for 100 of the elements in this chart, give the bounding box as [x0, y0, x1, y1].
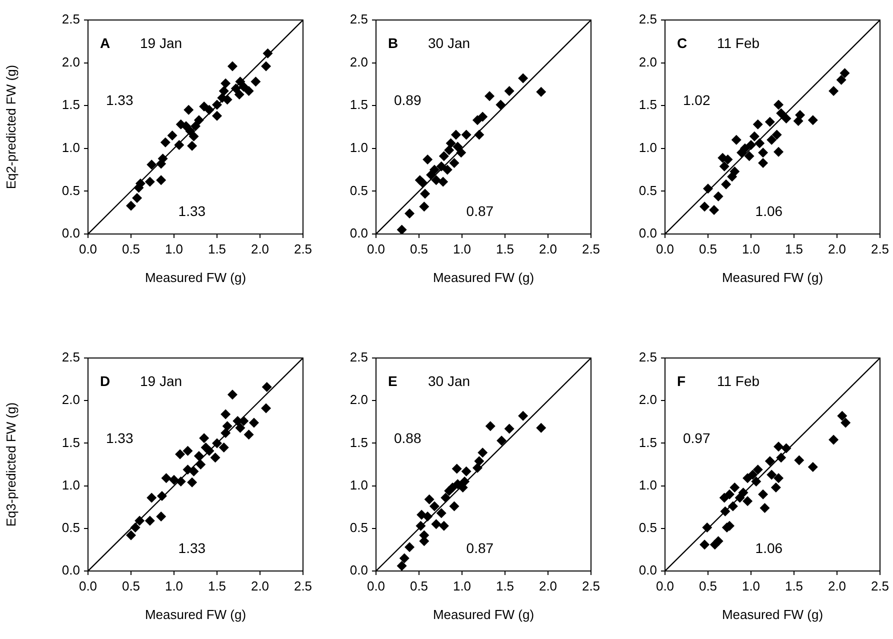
point [220, 409, 231, 420]
text: 11 Feb [717, 34, 760, 51]
y-tick-label: 0.5 [638, 182, 657, 198]
point [740, 143, 750, 154]
point [181, 121, 192, 132]
x-axis-title: Measured FW (g) [432, 270, 534, 285]
point [719, 161, 730, 172]
y-tick-label: 0.0 [62, 562, 80, 578]
point [758, 158, 768, 168]
x-tick-label: 2.5 [870, 241, 890, 256]
point [478, 112, 488, 122]
x-tick-label: 1.5 [208, 241, 226, 256]
point [748, 470, 758, 480]
point [764, 456, 775, 466]
point [721, 179, 732, 190]
y-tick-label: 2.5 [638, 12, 657, 27]
point [230, 83, 241, 94]
point [184, 104, 194, 115]
point [774, 100, 784, 110]
point [210, 452, 220, 463]
point [144, 516, 155, 526]
point [776, 452, 786, 463]
point [828, 86, 839, 96]
x-axis-title: Measured FW (g) [144, 270, 246, 285]
annotation: 0.87 [466, 540, 494, 556]
point [808, 462, 818, 472]
point [220, 428, 231, 438]
y-tick-label: 1.0 [350, 140, 368, 155]
point [749, 131, 760, 142]
y-tick-label: 2.0 [638, 392, 657, 408]
point [399, 553, 410, 564]
y-tick-label: 0.0 [638, 562, 657, 578]
x-axis-title: Measured FW (g) [144, 606, 246, 622]
point [751, 476, 762, 487]
point [156, 511, 166, 522]
point [404, 542, 415, 552]
point [250, 76, 261, 87]
point [261, 61, 272, 72]
x-tick-label: 1.5 [784, 578, 804, 594]
point [204, 104, 214, 115]
y-tick-label: 2.0 [638, 54, 657, 70]
point [134, 516, 145, 526]
point [396, 560, 407, 571]
x-tick-label: 1.0 [742, 241, 760, 256]
point [438, 520, 449, 531]
point [174, 140, 184, 150]
point [156, 491, 167, 502]
point [840, 418, 851, 428]
point [438, 176, 448, 187]
point [742, 473, 753, 484]
text: 19 Jan [140, 372, 182, 389]
text: 30 Jan [428, 34, 470, 51]
point [774, 442, 784, 452]
annotation: 1.33 [106, 92, 134, 108]
y-tick-label: 2.0 [62, 392, 80, 408]
point [752, 119, 763, 130]
y-tick-label: 0.0 [350, 226, 368, 241]
y-tick-label: 2.5 [638, 350, 657, 365]
point [417, 178, 428, 188]
point [746, 140, 756, 150]
point [836, 74, 846, 85]
x-tick-label: 0.0 [366, 241, 386, 256]
point [218, 86, 229, 96]
point [422, 511, 433, 522]
point [436, 508, 446, 518]
point [261, 403, 272, 414]
point [199, 433, 210, 444]
x-tick-label: 2.0 [250, 578, 270, 594]
point [220, 78, 231, 88]
point [436, 161, 446, 172]
point [758, 489, 768, 500]
point [754, 138, 765, 148]
y-tick-label: 0.0 [350, 562, 368, 578]
point [438, 151, 449, 162]
point [442, 164, 452, 175]
x-tick-label: 2.0 [828, 241, 846, 256]
point [744, 151, 754, 162]
point [720, 506, 730, 516]
point [194, 115, 204, 126]
point [700, 202, 710, 212]
point [485, 421, 496, 432]
x-tick-label: 1.5 [208, 578, 226, 594]
point [496, 100, 506, 110]
point [742, 496, 753, 506]
point [703, 184, 713, 194]
annotation: 1.33 [178, 202, 206, 219]
text: A [100, 34, 110, 51]
point [222, 421, 232, 432]
point [194, 450, 204, 461]
point [431, 175, 442, 186]
point [456, 148, 466, 158]
y-tick-label: 2.0 [62, 54, 80, 70]
point [504, 424, 514, 434]
y-tick-label: 1.0 [638, 140, 657, 155]
y-tick-label: 1.5 [350, 97, 368, 112]
point [444, 145, 454, 156]
point [722, 154, 733, 165]
annotation: 0.87 [466, 202, 494, 219]
x-tick-label: 2.5 [582, 241, 600, 256]
x-tick-label: 0.5 [698, 578, 718, 594]
